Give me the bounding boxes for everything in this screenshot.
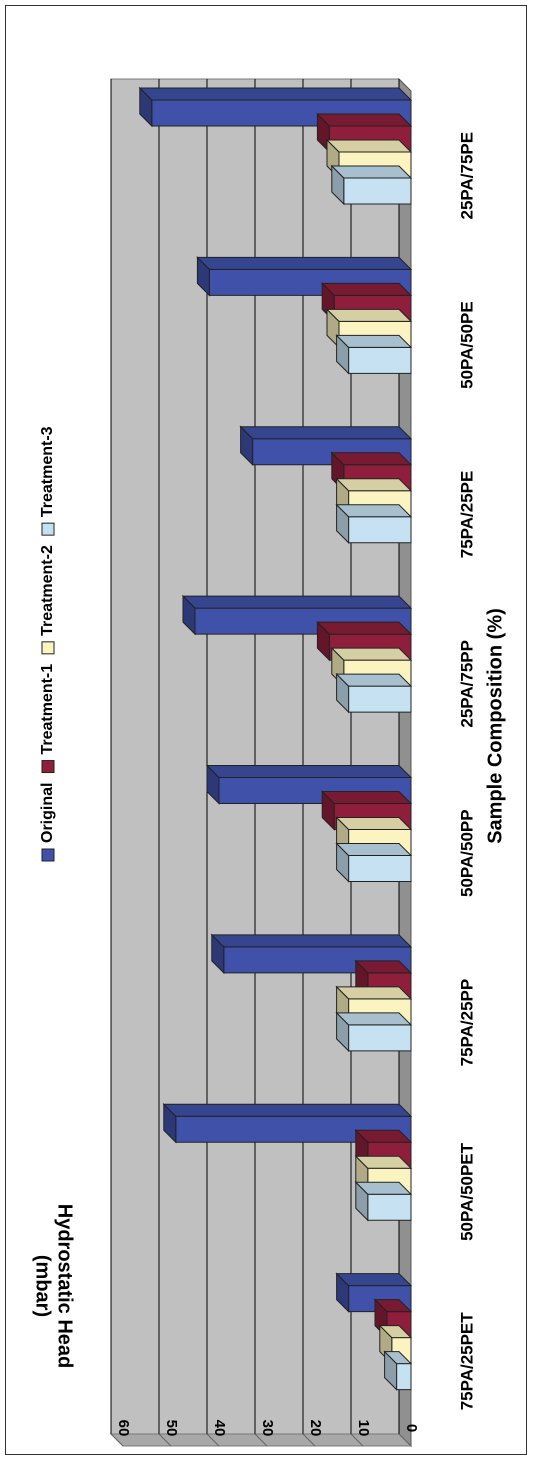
bar-face: [367, 1193, 412, 1221]
bar-side: [320, 282, 413, 296]
bar-side: [373, 1299, 413, 1313]
legend-swatch: [41, 848, 55, 862]
category-label: 25PA/75PP: [457, 640, 476, 728]
bar-face: [348, 685, 412, 713]
category-label: 50PA/50PE: [457, 301, 476, 389]
gridline-depth: [350, 1433, 364, 1447]
legend-label: Treatment-2: [39, 545, 56, 636]
gridline-depth: [110, 1433, 124, 1447]
bar: [210, 933, 413, 975]
bar-side: [316, 113, 413, 127]
bar-side: [354, 1181, 413, 1195]
bar-face: [396, 1363, 412, 1391]
bar: [325, 308, 413, 349]
legend-label: Treatment-1: [39, 664, 56, 755]
bar-side: [325, 308, 413, 322]
bar-side: [335, 843, 413, 856]
category-label: 75PA/25PET: [457, 1312, 476, 1411]
y-tick-label: 40: [211, 1420, 228, 1437]
bar-side: [354, 1155, 413, 1169]
legend-swatch: [41, 760, 55, 774]
bar-side: [162, 1103, 413, 1117]
bar-side: [320, 791, 413, 804]
gridline-depth: [206, 1433, 220, 1447]
bar-side: [383, 1351, 413, 1365]
bar-side: [205, 765, 413, 778]
bar-side: [335, 478, 413, 492]
bar: [330, 164, 413, 206]
gridline-depth: [158, 1433, 172, 1447]
bar-face: [348, 1024, 412, 1052]
bar: [354, 1181, 413, 1222]
y-tick-label: 60: [115, 1420, 132, 1437]
gridline-depth: [302, 1433, 316, 1447]
bar-side: [335, 1273, 413, 1287]
y-tick-label: 50: [163, 1420, 180, 1437]
bar-side: [335, 1012, 413, 1026]
x-axis-title: Sample Composition (%): [484, 608, 506, 844]
category-label: 75PA/25PP: [457, 979, 476, 1067]
bar-side: [354, 1129, 413, 1143]
y-axis-unit: (mbar): [32, 1255, 54, 1317]
bar-chart: 0 10 20 30 40 50 60 25PA/75PE 50PA/50PE 75PA/25PE…: [32, 77, 506, 1448]
bar: [316, 112, 413, 154]
bar-side: [239, 426, 413, 440]
bar: [335, 503, 413, 544]
chart-frame: 0 10 20 30 40 50 60 25PA/75PE 50PA/50PE 75PA/25PE…: [5, 5, 527, 1455]
bar-side: [330, 452, 413, 466]
bar: [383, 1350, 413, 1391]
bar: [335, 334, 413, 375]
bar-side: [330, 165, 413, 179]
bar-side: [335, 817, 413, 830]
y-tick-label: 0: [403, 1424, 420, 1432]
legend: Original Treatment-1 Treatment-2 Treatment-…: [39, 426, 56, 862]
bar-side: [335, 673, 413, 687]
bar-face: [343, 177, 412, 205]
bar-face: [348, 346, 412, 374]
bar: [181, 594, 413, 636]
bar-face: [348, 855, 412, 882]
bar-side: [138, 87, 413, 101]
bar-side: [378, 1325, 413, 1339]
legend-label: Original: [39, 783, 56, 843]
gridline-depth: [398, 1433, 412, 1447]
category-label: 25PA/75PE: [457, 132, 476, 220]
bar: [162, 1103, 413, 1144]
bar-side: [335, 986, 413, 1000]
bar-side: [196, 256, 413, 270]
bar: [335, 672, 413, 714]
gridline-depth: [254, 1433, 268, 1447]
bar-side: [210, 934, 413, 948]
y-axis-title: Hydrostatic Head: [54, 1204, 76, 1369]
y-tick-label: 30: [259, 1420, 276, 1437]
category-label: 50PA/50PET: [457, 1142, 476, 1241]
bar-side: [330, 647, 413, 661]
bar-side: [181, 595, 413, 609]
bar-side: [325, 139, 413, 153]
legend-swatch: [41, 522, 55, 536]
legend-swatch: [41, 641, 55, 655]
bar-side: [354, 960, 413, 974]
y-tick-label: 20: [307, 1420, 324, 1437]
bar-side: [316, 621, 413, 635]
category-label: 75PA/25PE: [457, 471, 476, 559]
y-tick-label: 10: [355, 1420, 372, 1437]
legend-label: Treatment-3: [39, 426, 56, 517]
bar-face: [348, 516, 412, 544]
bar-side: [335, 334, 413, 348]
bar: [335, 1011, 413, 1053]
bar: [335, 842, 413, 883]
category-label: 50PA/50PP: [457, 809, 476, 897]
bar-side: [335, 504, 413, 518]
